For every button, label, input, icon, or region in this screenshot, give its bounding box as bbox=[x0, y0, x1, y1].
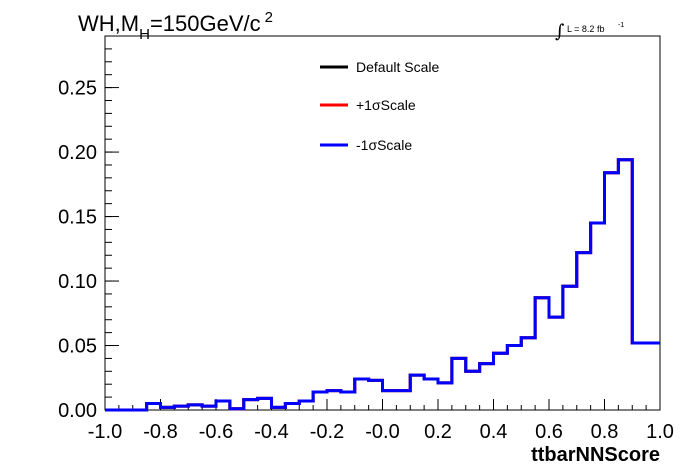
luminosity-value: L = 8.2 fb bbox=[567, 24, 604, 34]
x-tick-label: 0.2 bbox=[424, 421, 452, 443]
y-tick-label: 0.00 bbox=[58, 400, 97, 422]
x-tick-label: -0.2 bbox=[310, 421, 344, 443]
legend-label-default: Default Scale bbox=[356, 59, 439, 75]
series-layer bbox=[105, 158, 660, 412]
series-line-minus1sigma-scale bbox=[105, 158, 660, 412]
x-tick-label: -0.0 bbox=[365, 421, 399, 443]
x-axis: -1.0 -0.8 -0.6 -0.4 -0.2 -0.0 0.2 0.4 0.6 0.8 1.0 bbox=[88, 399, 674, 443]
x-tick-label: -0.4 bbox=[254, 421, 288, 443]
legend-label-minus1sigma: -1σScale bbox=[356, 137, 412, 153]
x-tick-label: -1.0 bbox=[88, 421, 122, 443]
title-part-superscript: 2 bbox=[265, 9, 273, 26]
x-tick-label: -0.6 bbox=[199, 421, 233, 443]
x-axis-title: ttbarNNScore bbox=[531, 444, 660, 466]
y-tick-label: 0.25 bbox=[58, 78, 97, 100]
x-tick-label: 0.4 bbox=[480, 421, 508, 443]
legend: Default Scale +1σScale -1σScale bbox=[320, 59, 439, 153]
title-part-value: =150GeV/c bbox=[150, 11, 261, 36]
y-tick-label: 0.20 bbox=[58, 142, 97, 164]
legend-label-plus1sigma: +1σScale bbox=[356, 97, 416, 113]
plot-frame bbox=[104, 35, 661, 411]
luminosity-label: ∫ L = 8.2 fb -1 bbox=[555, 21, 624, 42]
y-axis: 0.00 0.05 0.10 0.15 0.20 0.25 bbox=[58, 35, 119, 422]
x-tick-label: 1.0 bbox=[646, 421, 674, 443]
y-tick-label: 0.05 bbox=[58, 336, 97, 358]
x-tick-label: 0.6 bbox=[535, 421, 563, 443]
x-tick-label: 0.8 bbox=[591, 421, 619, 443]
title-part-main: WH,M bbox=[78, 11, 139, 36]
integral-symbol: ∫ bbox=[555, 21, 565, 42]
y-tick-label: 0.15 bbox=[58, 207, 97, 229]
chart-title: WH,MH=150GeV/c 2 bbox=[78, 9, 273, 43]
title-part-subscript: H bbox=[139, 26, 150, 43]
x-tick-label: -0.8 bbox=[143, 421, 177, 443]
luminosity-exponent: -1 bbox=[618, 22, 624, 29]
y-tick-label: 0.10 bbox=[58, 271, 97, 293]
